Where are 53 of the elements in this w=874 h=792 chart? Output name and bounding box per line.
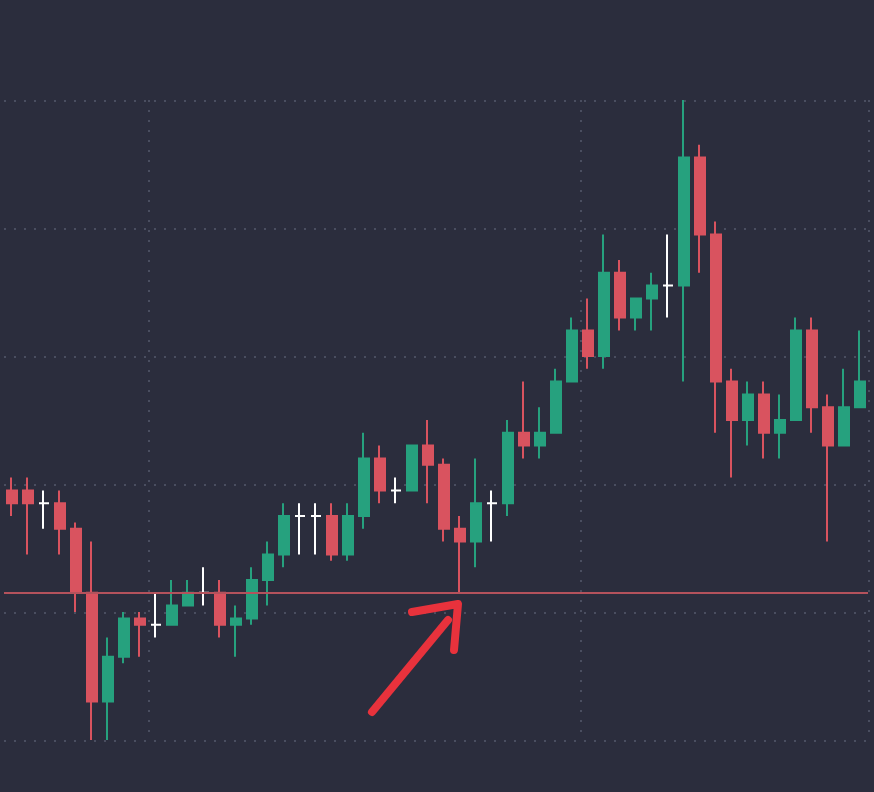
candlestick	[134, 611, 146, 658]
candlestick	[710, 220, 722, 434]
candlestick	[38, 489, 50, 530]
candlestick	[438, 457, 450, 543]
candlestick	[422, 419, 434, 505]
candlestick	[582, 297, 594, 370]
candlestick	[326, 502, 338, 562]
candlestick	[294, 502, 306, 556]
candlestick	[102, 636, 114, 741]
candlestick	[614, 259, 626, 332]
candlestick	[550, 367, 562, 434]
candlestick	[854, 329, 866, 409]
candlestick	[246, 566, 258, 626]
candlestick	[70, 521, 82, 613]
candlestick	[646, 271, 658, 332]
candlestick	[470, 457, 482, 569]
candlestick	[230, 604, 242, 658]
candlestick	[838, 367, 850, 447]
candlestick	[374, 444, 386, 505]
candlestick	[150, 591, 162, 639]
candlestick	[790, 316, 802, 421]
candlestick	[566, 316, 578, 383]
candlestick	[214, 579, 226, 639]
candlestick	[678, 99, 690, 383]
candlestick	[6, 476, 18, 517]
candlestick	[630, 297, 642, 332]
candlestick	[262, 540, 274, 607]
candlestick	[406, 444, 418, 492]
candlestick	[598, 233, 610, 370]
candlestick	[342, 502, 354, 562]
candlestick	[486, 489, 498, 543]
candlestick	[358, 431, 370, 530]
candlestick	[534, 406, 546, 460]
candlestick	[166, 579, 178, 626]
candlestick	[86, 540, 98, 741]
candlestick	[278, 502, 290, 569]
candlestick	[118, 611, 130, 665]
candlestick	[694, 143, 706, 274]
candlestick	[518, 380, 530, 460]
candlestick	[662, 233, 674, 319]
candlestick	[22, 476, 34, 556]
candlestick	[806, 316, 818, 434]
candlestick	[182, 579, 194, 607]
candlestick	[774, 393, 786, 460]
candlestick	[822, 393, 834, 543]
candlestick	[742, 380, 754, 447]
candlestick	[310, 502, 322, 556]
candlestick	[454, 515, 466, 594]
candlestick	[390, 476, 402, 505]
candlestick	[54, 489, 66, 556]
candlestick	[502, 419, 514, 517]
candlestick	[726, 367, 738, 479]
candlestick	[758, 380, 770, 460]
